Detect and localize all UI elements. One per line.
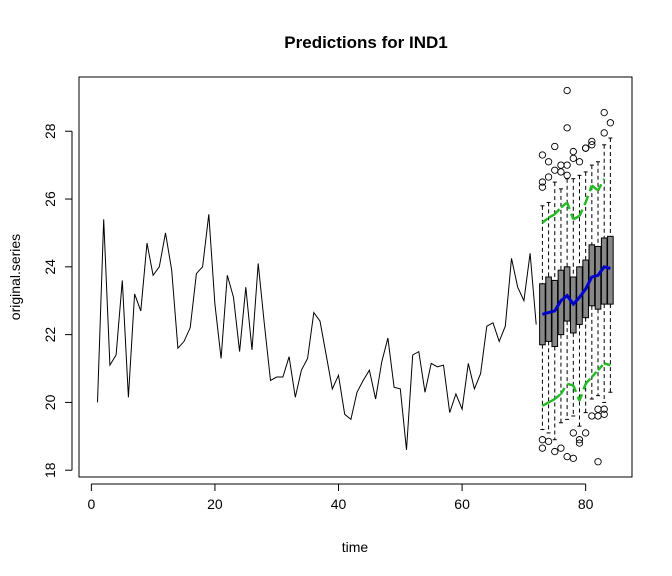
outlier-point bbox=[563, 171, 571, 179]
outlier-point bbox=[557, 161, 565, 169]
outlier-point bbox=[544, 437, 553, 446]
outlier-point bbox=[544, 158, 553, 166]
lower-bound-line bbox=[547, 397, 556, 404]
chart-title: Predictions for IND1 bbox=[284, 33, 447, 52]
box-body bbox=[551, 279, 559, 347]
lower-bound-line bbox=[584, 376, 593, 385]
outlier-point bbox=[563, 453, 571, 461]
outlier-point bbox=[563, 161, 571, 169]
upper-bound-line bbox=[572, 214, 581, 221]
outlier-point bbox=[544, 173, 553, 181]
outlier-point bbox=[538, 436, 547, 444]
x-tick-label: 80 bbox=[578, 496, 594, 512]
series-line bbox=[97, 214, 537, 450]
outlier-point bbox=[569, 429, 577, 437]
outlier-point bbox=[569, 454, 577, 463]
outlier-point bbox=[538, 183, 547, 191]
upper-bound-line bbox=[541, 216, 550, 224]
upper-bound-line bbox=[578, 201, 587, 217]
outlier-point bbox=[600, 129, 608, 137]
upper-bound-line bbox=[565, 201, 575, 220]
lower-bound-line bbox=[553, 392, 562, 400]
y-tick-label: 26 bbox=[42, 191, 58, 207]
lower-bound-line bbox=[566, 382, 574, 387]
outlier-point bbox=[551, 142, 559, 151]
outlier-point bbox=[582, 429, 590, 437]
outlier-point bbox=[594, 412, 602, 420]
outlier-point bbox=[588, 137, 596, 146]
box-body bbox=[594, 245, 602, 310]
outlier-point bbox=[582, 144, 590, 152]
box-body bbox=[545, 276, 552, 342]
outlier-point bbox=[563, 124, 571, 132]
outlier-point bbox=[600, 405, 608, 413]
outlier-point bbox=[588, 141, 596, 149]
lower-bound-line bbox=[603, 362, 611, 367]
outlier-point bbox=[606, 119, 615, 127]
outlier-point bbox=[575, 436, 584, 444]
upper-bound-line bbox=[560, 201, 568, 209]
y-tick-label: 28 bbox=[42, 123, 58, 139]
lower-bound-line bbox=[541, 401, 550, 407]
upper-bound-line bbox=[553, 206, 562, 216]
x-tick-label: 20 bbox=[207, 496, 223, 512]
x-axis-label: time bbox=[342, 539, 369, 555]
lower-bound-line bbox=[559, 383, 569, 395]
outlier-point bbox=[594, 405, 602, 413]
upper-bound-line bbox=[596, 178, 606, 192]
upper-bound-line bbox=[591, 184, 599, 192]
outlier-point bbox=[575, 439, 584, 447]
upper-bound-line bbox=[547, 213, 556, 219]
y-axis-label: original.series bbox=[7, 234, 23, 320]
x-axis: 0 20 40 60 80 bbox=[87, 483, 594, 512]
outlier-point bbox=[538, 444, 547, 452]
y-tick-label: 18 bbox=[42, 462, 58, 478]
outlier-point bbox=[569, 147, 577, 156]
y-tick-label: 24 bbox=[42, 259, 58, 275]
lower-bound-line bbox=[572, 385, 581, 402]
lower-bound-line bbox=[578, 383, 587, 402]
x-tick-label: 0 bbox=[87, 496, 95, 512]
y-tick-label: 20 bbox=[42, 394, 58, 410]
x-tick-label: 40 bbox=[331, 496, 347, 512]
lower-bound-line bbox=[597, 362, 606, 372]
outlier-point bbox=[594, 458, 602, 466]
outlier-point bbox=[600, 410, 608, 418]
plot-frame bbox=[78, 76, 633, 478]
outlier-point bbox=[538, 151, 547, 159]
median-line bbox=[542, 265, 611, 316]
outlier-point bbox=[557, 444, 565, 452]
outlier-point bbox=[551, 447, 559, 456]
box-body bbox=[607, 235, 614, 305]
outlier-point bbox=[538, 178, 547, 186]
outlier-point bbox=[557, 168, 565, 176]
outlier-point bbox=[569, 154, 577, 163]
outlier-point bbox=[551, 166, 559, 174]
outlier-point bbox=[588, 412, 596, 420]
outlier-point bbox=[575, 158, 584, 166]
outlier-point bbox=[563, 86, 571, 95]
y-axis: 18 20 22 24 26 28 bbox=[42, 123, 73, 478]
lower-bound-line bbox=[590, 369, 599, 378]
y-tick-label: 22 bbox=[42, 327, 58, 343]
upper-bound-line bbox=[584, 185, 594, 203]
outlier-point bbox=[600, 108, 608, 117]
plot-marks bbox=[97, 86, 615, 466]
x-tick-label: 60 bbox=[454, 496, 470, 512]
